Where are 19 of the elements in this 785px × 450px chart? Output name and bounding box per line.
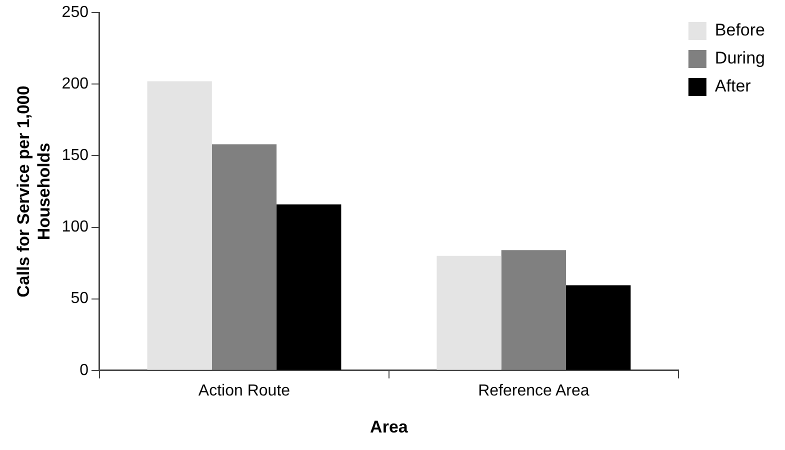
legend-label: During (714, 48, 766, 68)
y-tick-label: 250 (62, 4, 89, 22)
x-tick-label: Reference Area (478, 382, 590, 400)
legend-label: After (714, 76, 752, 96)
bar (276, 204, 342, 370)
bar (566, 285, 631, 370)
x-axis-title: Area (370, 417, 408, 436)
y-tick-label: 0 (80, 362, 89, 379)
y-tick-label: 50 (70, 290, 89, 308)
y-axis-title: Calls for Service per 1,000 Households (14, 86, 54, 298)
bar (436, 256, 502, 370)
bar (212, 144, 277, 370)
x-tick-label: Action Route (198, 382, 290, 400)
bar (501, 250, 566, 370)
y-tick-label: 100 (62, 218, 89, 236)
y-tick-label: 200 (62, 76, 89, 93)
y-tick-label: 150 (62, 147, 89, 164)
legend-label: Before (714, 20, 766, 40)
bar (147, 81, 212, 370)
